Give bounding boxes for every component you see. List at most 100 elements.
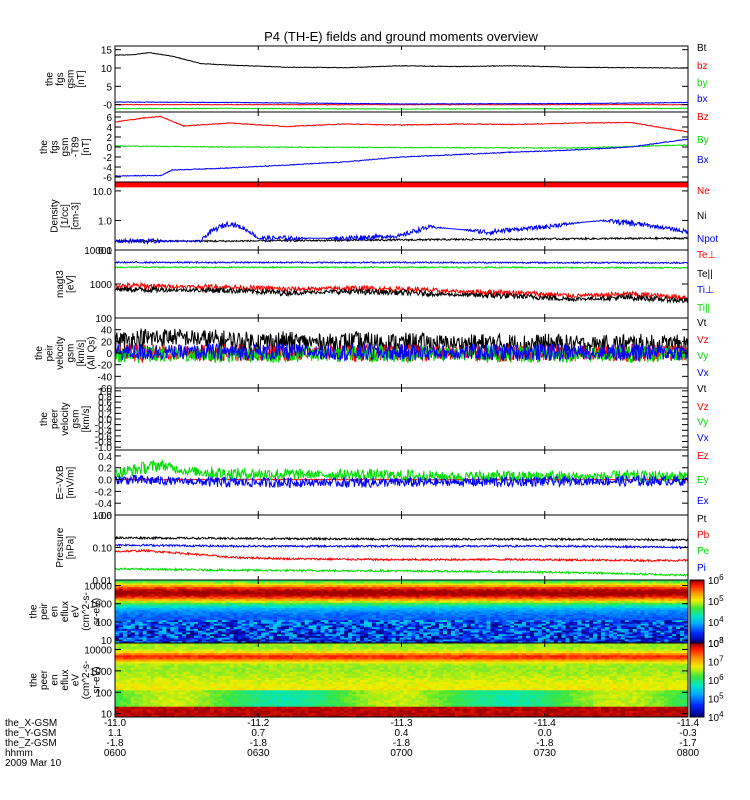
spectrogram-cell: [296, 592, 302, 595]
spectrogram-cell: [486, 599, 491, 602]
spectrogram-cell: [605, 606, 610, 609]
spectrogram-cell: [612, 616, 618, 619]
spectrogram-cell: [146, 609, 152, 612]
spectrogram-cell: [628, 602, 634, 605]
spectrogram-cell: [379, 636, 385, 639]
spectrogram-cell: [182, 592, 187, 595]
spectrogram-cell: [644, 630, 649, 633]
spectrogram-cell: [118, 594, 124, 597]
spectrogram-cell: [241, 592, 246, 595]
spectrogram-cell: [253, 580, 258, 583]
spectrogram-cell: [656, 604, 661, 607]
spectrogram-cell: [533, 637, 539, 640]
spectrogram-cell: [194, 616, 199, 619]
spectrogram-cell: [553, 599, 559, 602]
spectrogram-cell: [632, 585, 638, 588]
spectrogram-cell: [601, 583, 606, 586]
spectrogram-cell: [624, 585, 630, 588]
spectrogram-cell: [197, 630, 203, 633]
spectrogram-cell: [154, 625, 159, 628]
spectrogram-cell: [371, 588, 377, 591]
spectrogram-cell: [684, 632, 689, 635]
spectrogram-cell: [118, 604, 124, 607]
spectrogram-cell: [186, 627, 191, 630]
spectrogram-cell: [253, 616, 258, 619]
spectrogram-cell: [522, 595, 527, 598]
spectrogram-cell: [684, 587, 689, 590]
spectrogram-cell: [684, 604, 689, 607]
spectrogram-cell: [261, 616, 266, 619]
spectrogram-cell: [510, 611, 515, 614]
spectrogram-cell: [166, 634, 171, 637]
spectrogram-cell: [186, 592, 191, 595]
spectrogram-cell: [399, 599, 404, 602]
spectrogram-cell: [569, 636, 574, 639]
spectrogram-cell: [553, 611, 559, 614]
spectrogram-cell: [533, 595, 539, 598]
spectrogram-cell: [178, 616, 183, 619]
spectrogram-cell: [518, 606, 523, 609]
spectrogram-cell: [545, 602, 551, 605]
spectrogram-cell: [612, 636, 618, 639]
spectrogram-cell: [340, 609, 345, 612]
spectrogram-cell: [676, 623, 681, 626]
spectrogram-cell: [122, 602, 128, 605]
spectrogram-cell: [664, 623, 669, 626]
spectrogram-cell: [273, 632, 278, 635]
spectrogram-cell: [652, 585, 657, 588]
spectrogram-cell: [482, 623, 487, 626]
spectrogram-cell: [375, 594, 381, 597]
spectrogram-cell: [194, 599, 199, 602]
spectrogram-cell: [312, 609, 318, 612]
spectrogram-cell: [427, 588, 432, 591]
spectrogram-cell: [427, 581, 432, 584]
spectrogram-cell: [261, 581, 266, 584]
spectrogram-cell: [249, 618, 254, 621]
spectrogram-cell: [565, 581, 570, 584]
spectrogram-cell: [419, 602, 424, 605]
spectrogram-cell: [403, 637, 408, 640]
spectrogram-cell: [525, 629, 531, 632]
spectrogram-cell: [383, 627, 389, 630]
spectrogram-cell: [166, 590, 171, 593]
spectrogram-cell: [502, 590, 507, 593]
spectrogram-cell: [581, 588, 586, 591]
spectrogram-cell: [573, 616, 578, 619]
spectrogram-cell: [561, 588, 566, 591]
spectrogram-cell: [680, 606, 685, 609]
spectrogram-cell: [391, 587, 397, 590]
spectrogram-cell: [632, 616, 638, 619]
spectrogram-cell: [209, 601, 215, 604]
spectrogram-cell: [122, 627, 128, 630]
spectrogram-cell: [391, 594, 397, 597]
spectrogram-cell: [632, 634, 638, 637]
spectrogram-cell: [348, 595, 353, 598]
spectrogram-cell: [225, 601, 231, 604]
spectrogram-cell: [300, 630, 306, 633]
spectrogram-cell: [154, 637, 159, 640]
spectrogram-cell: [442, 630, 448, 633]
spectrogram-cell: [332, 594, 337, 597]
spectrogram-cell: [466, 618, 472, 621]
spectrogram-cell: [277, 630, 282, 633]
spectrogram-cell: [122, 615, 128, 618]
spectrogram-cell: [541, 588, 547, 591]
spectrogram-cell: [142, 590, 148, 593]
spectrogram-cell: [577, 604, 582, 607]
spectrogram-cell: [352, 599, 357, 602]
spectrogram-cell: [288, 623, 294, 626]
spectrogram-cell: [158, 620, 163, 623]
spectrogram-cell: [320, 611, 325, 614]
spectrogram-cell: [529, 608, 535, 611]
spectrogram-cell: [561, 583, 566, 586]
spectrogram-cell: [482, 622, 487, 625]
spectrogram-cell: [150, 630, 156, 633]
spectrogram-cell: [288, 637, 294, 640]
spectrogram-cell: [585, 601, 590, 604]
spectrogram-cell: [668, 625, 673, 628]
spectrogram-cell: [415, 599, 420, 602]
spectrogram-cell: [664, 613, 669, 616]
spectrogram-cell: [648, 597, 653, 600]
spectrogram-cell: [320, 632, 325, 635]
spectrogram-cell: [178, 585, 183, 588]
